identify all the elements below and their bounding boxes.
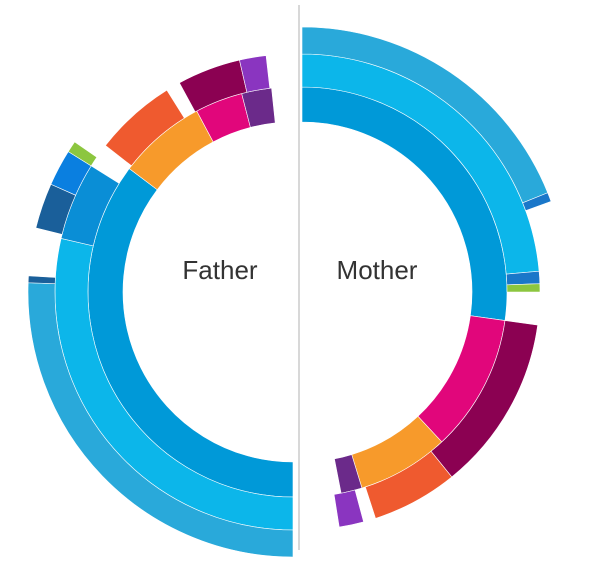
segment: [239, 55, 271, 93]
segment: [67, 141, 98, 167]
segment: [105, 89, 185, 167]
segment: [27, 275, 56, 285]
segment: [364, 450, 453, 519]
half-label: Father: [182, 255, 257, 285]
half-label: Mother: [337, 255, 418, 285]
segment: [506, 283, 541, 293]
segment: [333, 489, 364, 528]
segment: [522, 192, 552, 211]
